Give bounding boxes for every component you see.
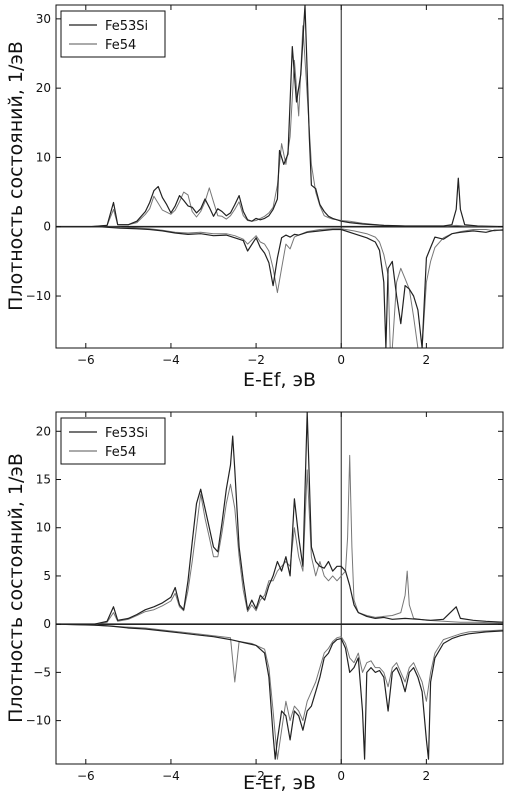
- legend: Fe53Si Fe54: [60, 417, 166, 465]
- series-fe53si-spin-down-line: [56, 226, 503, 348]
- y-tick-label: −10: [26, 289, 51, 303]
- x-tick-label: −4: [162, 769, 180, 783]
- y-tick-label: 5: [43, 569, 51, 583]
- legend-label-fe54: Fe54: [105, 445, 136, 460]
- legend-label-fe53si: Fe53Si: [105, 426, 148, 441]
- x-tick-label: 0: [337, 769, 345, 783]
- y-axis-label: Плотность состояний, 1/эВ: [5, 453, 27, 723]
- series-fe54-spin-up-line: [56, 454, 503, 625]
- chart-panel-2: −6 −4 −2 0 2 −10 −5 0 5 10 15 20 E-Ef, эВ Плотность с…: [5, 411, 504, 794]
- series-fe53si-spin-up-line: [56, 412, 503, 625]
- y-tick-label: −10: [26, 714, 51, 728]
- y-tick-label: −5: [33, 665, 51, 679]
- legend-box: [60, 417, 166, 465]
- x-tick-label: −2: [247, 769, 265, 783]
- x-tick-label: −2: [247, 353, 265, 367]
- y-tick-label: 10: [36, 521, 51, 535]
- plot-frame: [55, 4, 504, 349]
- x-tick-label: 2: [423, 769, 431, 783]
- chart-panel-1: −6 −4 −2 0 2 −10 0 10 20 30 E-Ef, эВ Плотность сост…: [5, 4, 504, 391]
- y-tick-label: 20: [36, 424, 51, 438]
- series-fe54-spin-down-line: [56, 226, 503, 348]
- y-tick-label: 10: [36, 150, 51, 164]
- y-axis-label: Плотность состояний, 1/эВ: [5, 41, 27, 311]
- y-tick-label: 30: [36, 12, 51, 26]
- x-tick-label: −6: [77, 769, 95, 783]
- plot-frame: [55, 411, 504, 765]
- y-tick-label: 15: [36, 473, 51, 487]
- legend-label-fe53si: Fe53Si: [105, 19, 148, 34]
- x-tick-label: 0: [337, 353, 345, 367]
- legend: Fe53Si Fe54: [60, 10, 166, 58]
- series-fe53si-spin-down-line: [56, 623, 503, 760]
- x-tick-label: −6: [77, 353, 95, 367]
- y-tick-label: 0: [43, 617, 51, 631]
- series-fe53si-spin-up-line: [56, 5, 503, 228]
- x-tick-label: 2: [423, 353, 431, 367]
- y-tick-label: 20: [36, 81, 51, 95]
- y-tick-label: 0: [43, 220, 51, 234]
- x-tick-label: −4: [162, 353, 180, 367]
- x-axis-label: E-Ef, эВ: [243, 772, 316, 794]
- series-fe54-spin-down-line: [56, 623, 503, 760]
- legend-box: [60, 10, 166, 58]
- x-axis-label: E-Ef, эВ: [243, 369, 316, 391]
- legend-label-fe54: Fe54: [105, 38, 136, 53]
